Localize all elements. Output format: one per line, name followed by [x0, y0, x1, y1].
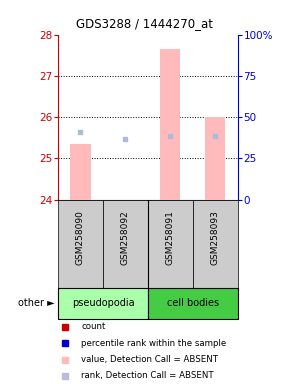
Bar	[58, 200, 103, 288]
Text: GSM258093: GSM258093	[211, 210, 220, 265]
Text: count: count	[81, 323, 106, 331]
Bar	[103, 200, 148, 288]
Text: GSM258092: GSM258092	[121, 210, 130, 265]
Text: GSM258090: GSM258090	[76, 210, 85, 265]
Text: percentile rank within the sample: percentile rank within the sample	[81, 339, 226, 348]
Bar	[148, 288, 238, 319]
Bar	[205, 117, 225, 200]
Text: cell bodies: cell bodies	[167, 298, 219, 308]
Text: pseudopodia: pseudopodia	[72, 298, 134, 308]
Bar	[148, 200, 193, 288]
Text: GDS3288 / 1444270_at: GDS3288 / 1444270_at	[77, 17, 213, 30]
Bar	[160, 49, 180, 200]
Bar	[193, 200, 238, 288]
Text: value, Detection Call = ABSENT: value, Detection Call = ABSENT	[81, 355, 218, 364]
Text: rank, Detection Call = ABSENT: rank, Detection Call = ABSENT	[81, 371, 214, 380]
Bar	[58, 288, 148, 319]
Bar	[70, 144, 90, 200]
Text: GSM258091: GSM258091	[166, 210, 175, 265]
Text: other ►: other ►	[19, 298, 55, 308]
